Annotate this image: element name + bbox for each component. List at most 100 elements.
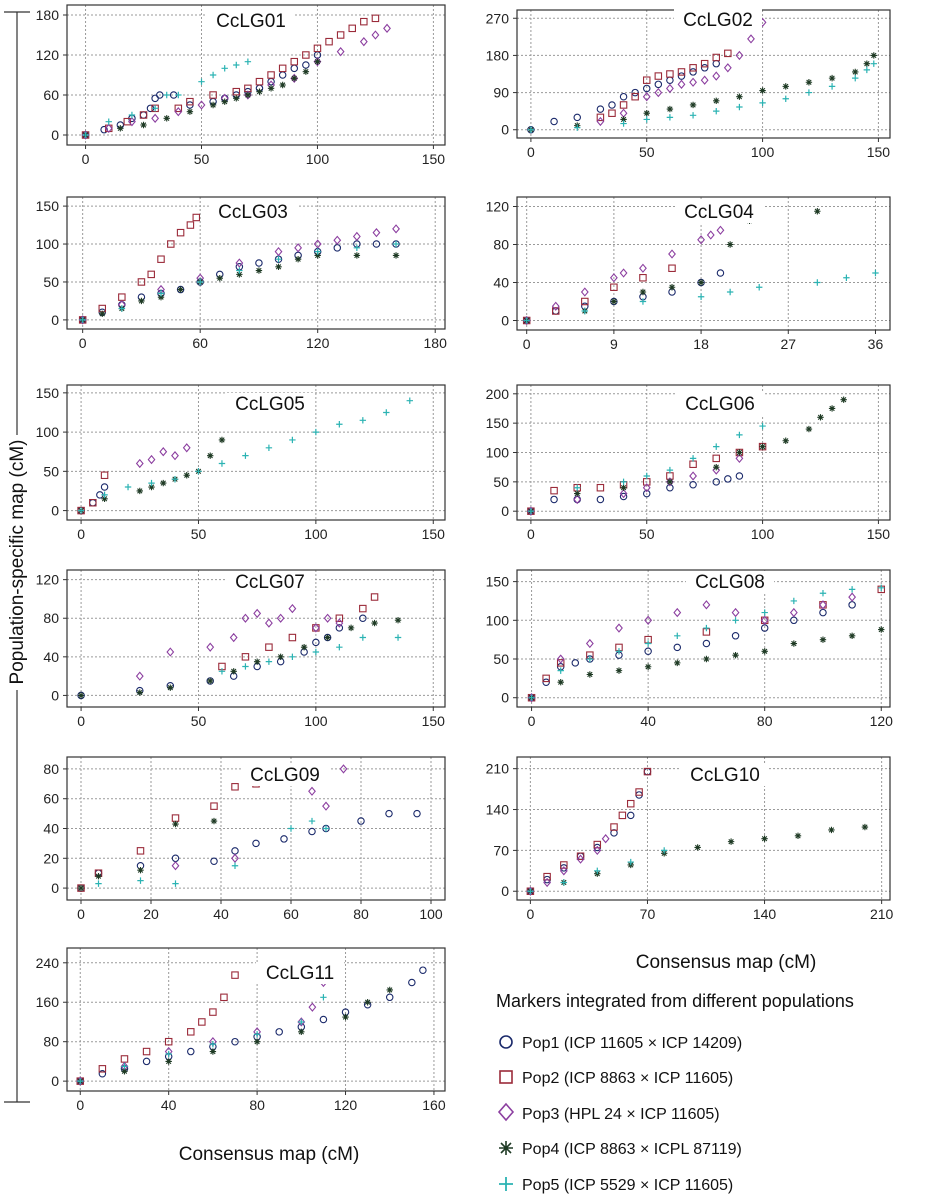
data-point — [666, 105, 674, 113]
data-point — [242, 663, 249, 670]
chart-panel-cclg01: 0 50 100 150 0 60 120 180 CcLG01 — [36, 4, 446, 167]
x-tick-label: 160 — [422, 1097, 446, 1113]
data-point — [123, 117, 132, 126]
data-point — [231, 783, 239, 791]
data-point — [339, 764, 348, 774]
data-point — [736, 103, 743, 111]
data-point — [666, 70, 674, 78]
data-point — [574, 124, 581, 131]
plot-frame — [516, 196, 891, 331]
data-point — [135, 458, 144, 469]
x-tick-label: 0 — [527, 144, 535, 160]
data-point — [852, 68, 859, 76]
y-tick-label: 0 — [501, 503, 509, 519]
data-point — [713, 443, 720, 450]
data-point — [82, 131, 89, 139]
data-point — [171, 450, 179, 461]
data-point — [118, 305, 126, 312]
data-point — [312, 638, 320, 647]
data-point — [138, 297, 145, 305]
data-point — [336, 31, 345, 39]
data-point — [643, 472, 650, 480]
data-point — [314, 58, 321, 65]
data-point — [252, 839, 260, 848]
data-point — [852, 74, 859, 82]
data-point — [805, 89, 813, 96]
data-point — [298, 1028, 305, 1036]
data-point — [596, 116, 605, 127]
data-point — [608, 101, 616, 109]
data-point — [210, 802, 218, 810]
data-point — [117, 125, 124, 132]
x-tick-label: 70 — [640, 906, 656, 922]
data-point — [724, 475, 732, 483]
data-point — [241, 653, 250, 661]
data-point — [314, 252, 321, 259]
data-point — [275, 263, 282, 270]
y-tick-label: 0 — [501, 122, 509, 138]
x-tick-label: 150 — [867, 144, 891, 160]
y-tick-label: 160 — [36, 994, 60, 1010]
data-point — [642, 76, 651, 84]
data-point — [371, 14, 380, 23]
data-point — [230, 668, 237, 675]
legend: Markers integrated from different popula… — [496, 991, 854, 1194]
data-point — [312, 648, 320, 656]
y-tick-label: 240 — [36, 955, 60, 971]
data-point — [267, 85, 275, 92]
panel-title-backdrop — [241, 764, 329, 786]
data-point — [265, 658, 273, 665]
series-pop2 — [76, 971, 239, 1085]
data-point — [673, 643, 682, 652]
data-point — [805, 425, 813, 433]
x-tick-label: 100 — [306, 151, 330, 167]
data-point — [209, 1040, 217, 1048]
data-point — [697, 235, 705, 245]
x-tick-label: 60 — [192, 335, 208, 351]
data-point — [726, 241, 734, 248]
data-point — [759, 422, 766, 430]
data-point — [172, 880, 179, 887]
data-point — [642, 483, 651, 493]
data-point — [101, 495, 108, 503]
data-point — [557, 667, 564, 674]
series-pop5 — [218, 634, 402, 675]
x-tick-label: 0 — [76, 1097, 84, 1113]
series-pop2 — [81, 14, 380, 139]
y-tick-label: 0 — [51, 503, 59, 519]
x-tick-label: 120 — [870, 713, 894, 729]
data-point — [619, 488, 628, 499]
panel-title: CcLG10 — [690, 765, 760, 786]
chart-panel-cclg09: 0 20 40 60 80 100 0 20 40 60 80 CcLG09 — [43, 756, 446, 922]
panel-title-backdrop — [256, 962, 344, 984]
x-tick-label: 50 — [194, 151, 210, 167]
data-point — [840, 396, 847, 403]
data-point — [526, 506, 535, 516]
data-point — [527, 126, 535, 133]
x-tick-label: 180 — [424, 335, 448, 351]
data-point — [209, 91, 217, 99]
y-tick-label: 150 — [36, 385, 60, 401]
panel-title-backdrop — [674, 9, 762, 31]
y-tick-label: 180 — [486, 47, 510, 63]
data-point — [642, 489, 651, 498]
chart-panel-cclg03: 0 60 120 180 0 50 100 150 CcLG03 — [36, 196, 448, 351]
data-point — [392, 224, 400, 234]
x-tick-label: 100 — [419, 906, 443, 922]
data-point — [166, 647, 175, 657]
data-point — [135, 671, 144, 681]
data-point — [761, 648, 768, 655]
data-point — [265, 444, 273, 451]
y-tick-label: 80 — [43, 610, 59, 626]
data-point — [79, 316, 86, 324]
data-point — [848, 592, 857, 602]
plot-frame — [516, 384, 891, 521]
data-point — [142, 1047, 151, 1056]
data-point — [298, 1018, 305, 1026]
series-pop4 — [77, 616, 402, 699]
data-point — [689, 64, 697, 72]
chart-panel-cclg07: 0 50 100 150 0 40 80 120 CcLG07 — [36, 569, 446, 729]
data-point — [163, 91, 170, 99]
data-point — [291, 75, 298, 82]
